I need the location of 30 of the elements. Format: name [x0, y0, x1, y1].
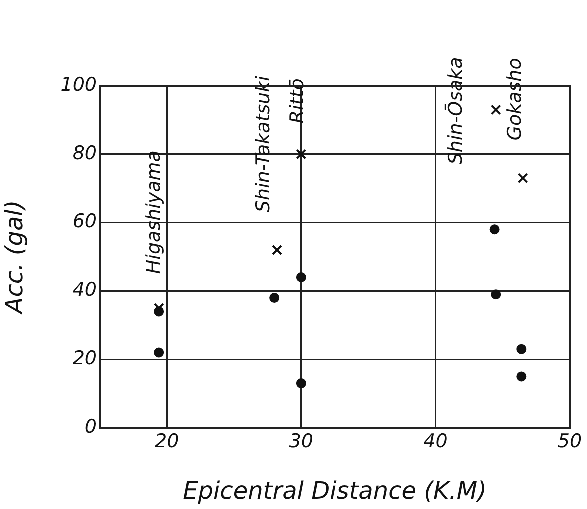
point	[296, 378, 306, 389]
point	[272, 244, 282, 256]
point	[296, 149, 307, 160]
y-tick-label: 40	[72, 279, 97, 302]
x-axis-title: Epicentral Distance (K.M)	[183, 476, 487, 505]
y-tick-label: 60	[72, 210, 97, 233]
annotation: Gokasho	[504, 58, 526, 141]
x-tick-label: 30	[289, 430, 314, 452]
y-tick-label: 0	[84, 416, 97, 438]
point	[154, 348, 164, 358]
point	[518, 173, 528, 184]
annotation: Shin-Ōsaka	[444, 57, 468, 165]
point	[154, 303, 164, 314]
y-tick-label: 20	[72, 348, 97, 370]
point	[516, 344, 527, 354]
y-axis-title: Acc. (gal)	[0, 200, 29, 316]
annotation: Higashiyama	[142, 150, 165, 274]
annotation: Shin-Takatsuki	[252, 75, 274, 213]
point	[490, 104, 502, 116]
x-tick-label: 20	[155, 430, 180, 452]
point	[296, 272, 306, 283]
y-tick-label: 80	[72, 142, 97, 164]
point	[516, 372, 527, 382]
annotation: Rittō	[286, 78, 309, 124]
point	[270, 293, 280, 304]
point	[491, 290, 502, 300]
point	[490, 224, 500, 235]
y-tick-label: 100	[60, 74, 97, 96]
x-tick-label: 40	[424, 430, 448, 452]
x-tick-label: 50	[558, 430, 582, 452]
